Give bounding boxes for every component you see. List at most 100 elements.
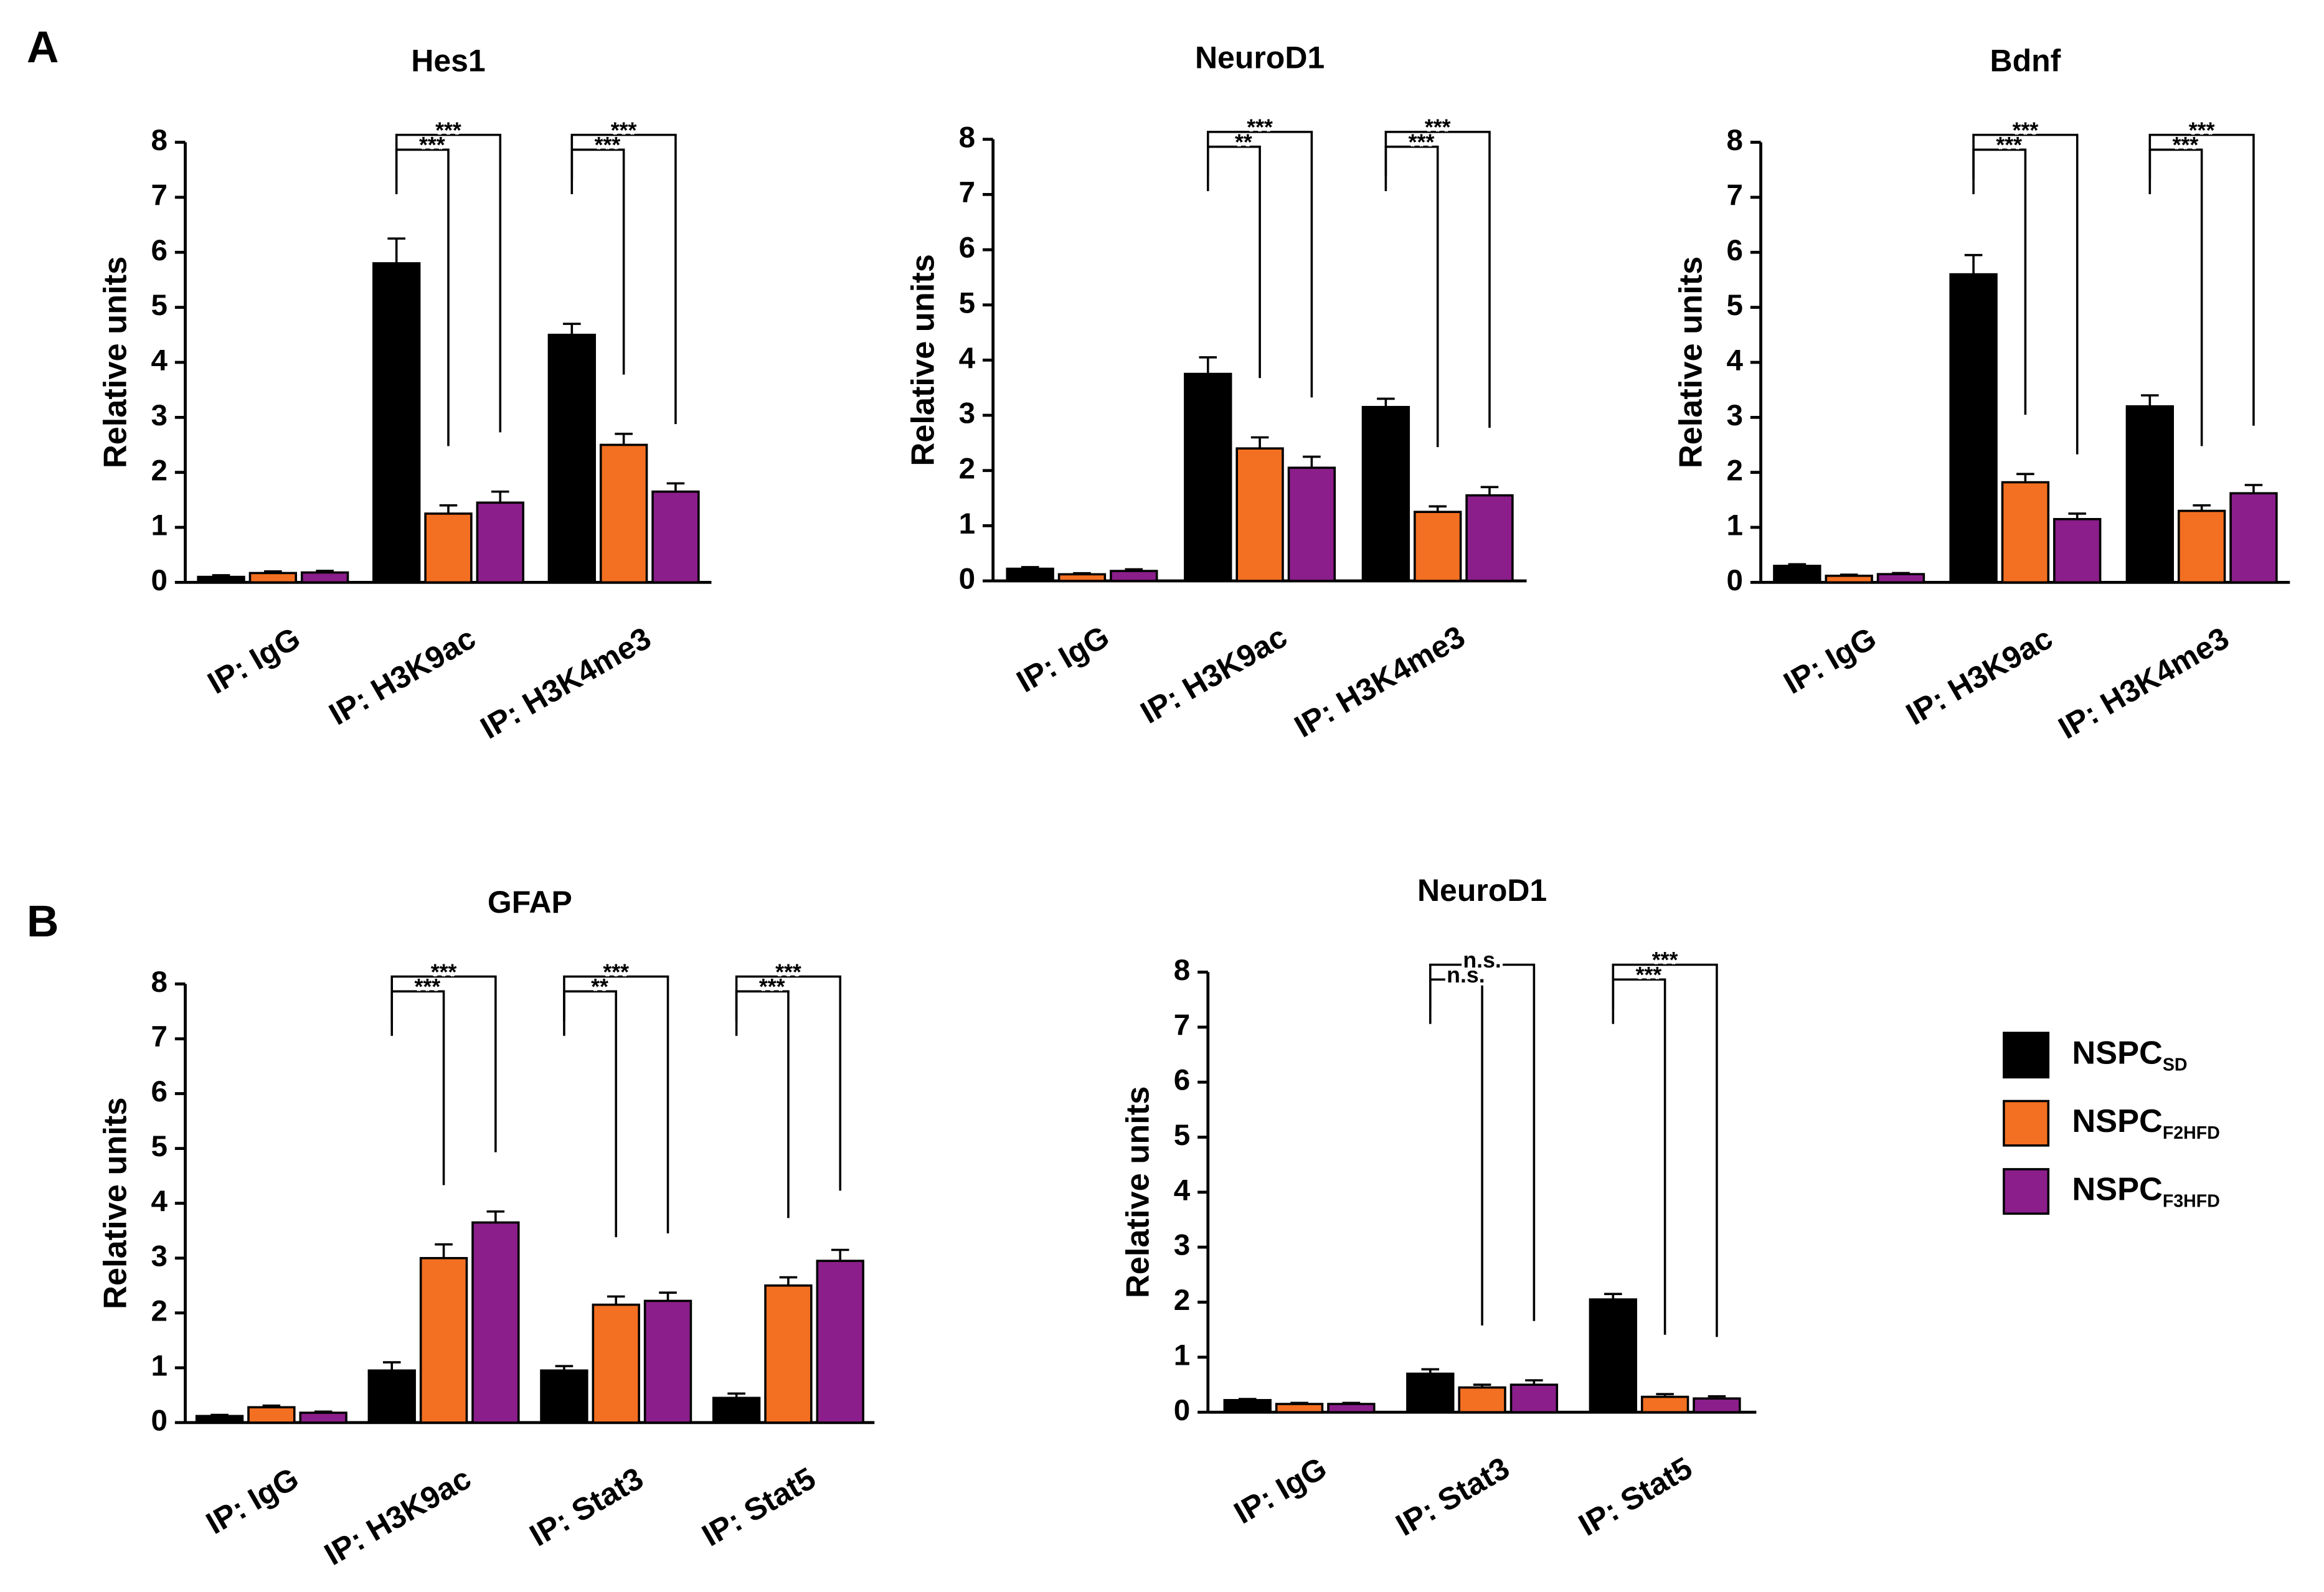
significance-label: *** [1425,115,1451,140]
error-bar [316,570,334,573]
error-bar [1708,1395,1726,1399]
significance-bracket [1429,978,1483,1326]
y-tick-label: 7 [151,1020,167,1053]
bar [643,1299,692,1424]
error-bar [486,1210,505,1223]
error-bar [831,1248,849,1261]
error-bar [1656,1393,1674,1397]
x-tick-label: IP: H3K4me3 [475,620,657,745]
bar [300,571,349,584]
x-tick-label: IP: H3K9ac [323,620,481,732]
significance-bracket [390,975,497,1152]
error-bar [264,570,282,573]
error-bar [1342,1401,1361,1405]
y-tick-label: 2 [151,454,167,487]
x-tick-label: IP: H3K9ac [319,1461,477,1572]
error-bar [382,1361,401,1371]
y-tick-label: 1 [959,507,975,540]
error-bar [1199,356,1217,374]
significance-label: *** [1996,133,2022,158]
y-tick-label: 6 [1174,1064,1190,1097]
bar [419,1256,468,1424]
error-bar [1021,566,1039,569]
error-bar [387,237,405,263]
legend-name: NSPC [2072,1103,2162,1139]
y-tick-label: 6 [151,234,167,267]
bar [1287,466,1336,582]
bar [1640,1395,1689,1414]
bar [592,1303,640,1424]
significance-bracket [1206,131,1313,398]
bar [599,443,648,584]
error-bar [563,323,581,335]
x-tick-label: IP: Stat3 [1390,1450,1515,1542]
error-bar [1429,505,1447,512]
y-tick-label: 4 [151,1185,168,1218]
significance-label: *** [1652,948,1678,973]
y-tick-label: 7 [151,179,167,212]
error-bar [1480,486,1499,496]
y-axis-label: Relative units [97,257,133,468]
significance-label: *** [611,118,637,143]
significance-bracket [1612,963,1718,1337]
chart-title: Bdnf [1990,43,2061,78]
legend-label: NSPCF3HFD [2072,1171,2219,1210]
bar [248,572,298,584]
bar [1509,1383,1559,1414]
error-bar [262,1404,281,1408]
y-tick-label: 1 [151,1349,167,1382]
error-bar [666,482,685,492]
bar [197,575,245,584]
bar [1057,573,1107,582]
error-bar [1421,1368,1440,1374]
y-tick-label: 5 [151,289,167,322]
x-tick-label: IP: IgG [1778,620,1882,700]
legend-label: NSPCSD [2072,1035,2187,1074]
y-tick-label: 0 [151,1405,167,1438]
x-tick-label: IP: Stat5 [696,1461,821,1553]
bar [247,1406,296,1424]
significance-bracket [563,975,669,1234]
error-bar [1840,573,1858,576]
error-bar [615,433,633,445]
bar [1406,1372,1455,1414]
y-tick-label: 7 [1727,179,1743,212]
chart-title: NeuroD1 [1195,40,1325,75]
x-tick-label: IP: H3K9ac [1135,619,1293,730]
bar [764,1284,813,1424]
bar [1773,565,1821,584]
error-bar [1525,1379,1543,1385]
y-axis-label: Relative units [905,254,941,466]
error-bar [1964,253,1983,275]
error-bar [1788,563,1807,566]
x-tick-label: IP: IgG [201,1461,305,1541]
error-bar [555,1365,574,1371]
bar [2053,518,2102,584]
chart-title: GFAP [488,885,572,920]
significance-label: *** [603,959,629,984]
y-tick-label: 8 [151,124,167,157]
y-tick-label: 3 [1727,399,1743,432]
significance-label: *** [1247,115,1273,140]
legend-label: NSPCF2HFD [2072,1103,2219,1142]
error-bar [1290,1401,1308,1405]
y-axis-label: Relative units [1673,257,1709,468]
bar [372,262,421,584]
error-bar [2193,504,2211,511]
significance-bracket [1384,131,1491,428]
y-tick-label: 8 [959,121,975,154]
significance-label: *** [435,118,461,143]
bar [299,1411,347,1424]
significance-bracket [1206,145,1261,379]
y-tick-label: 1 [151,509,167,542]
y-tick-label: 2 [1174,1284,1190,1317]
x-tick-label: IP: Stat5 [1573,1450,1698,1542]
y-tick-label: 6 [959,232,975,265]
y-tick-label: 3 [959,397,975,430]
significance-label: *** [775,959,801,984]
bar [1949,273,1998,584]
bar [1458,1386,1506,1414]
y-tick-label: 4 [151,344,168,377]
bar [651,490,700,584]
